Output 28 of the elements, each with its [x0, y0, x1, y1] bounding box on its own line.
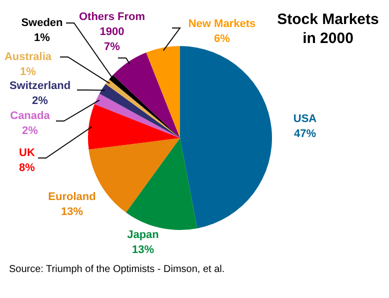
slice-label: Australia: [4, 51, 52, 63]
data-label: 6%: [214, 33, 230, 45]
data-label: 1%: [34, 32, 50, 44]
slice-label: Others From 1900: [78, 11, 146, 38]
data-label: 8%: [19, 162, 36, 174]
slice-label: Euroland: [48, 191, 96, 203]
data-label: 2%: [22, 125, 38, 137]
pie-slice: [94, 94, 180, 138]
slice-label: UK: [19, 147, 35, 159]
pie-slice: [88, 104, 180, 150]
data-label: 2%: [32, 95, 48, 107]
slice-label: Japan: [127, 229, 160, 241]
data-label: 7%: [104, 41, 120, 53]
pie-slice: [180, 46, 272, 228]
data-label: 47%: [294, 128, 316, 140]
pie-slice: [112, 52, 180, 138]
data-label: 13%: [132, 244, 154, 256]
slice-label: New Markets: [188, 18, 256, 30]
slice-label: Canada: [10, 110, 51, 122]
slice-label: Switzerland: [9, 80, 71, 92]
source-note: Source: Triumph of the Optimists - Dimson, et al.: [9, 264, 225, 275]
pie-slice: [126, 138, 198, 230]
pie-slice: [146, 46, 180, 138]
data-label: 1%: [20, 66, 36, 78]
text: Stock Markets in 2000: [277, 11, 379, 47]
data-label: 13%: [60, 206, 84, 218]
slice-label: Sweden: [21, 17, 64, 29]
slice-label: USA: [293, 113, 317, 125]
